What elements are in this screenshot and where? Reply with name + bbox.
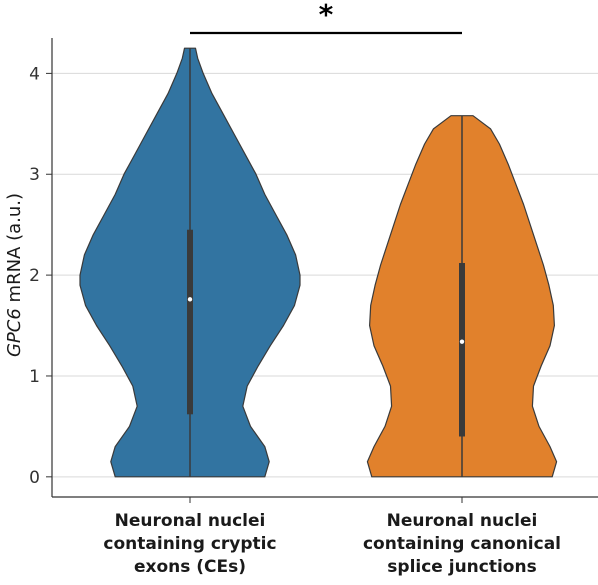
y-tick-label: 4 [29,64,40,84]
iqr-box [187,229,193,415]
median-point [459,339,465,344]
iqr-box [459,263,465,437]
violins [79,47,558,478]
axes [51,38,598,498]
significance-star: * [319,0,334,31]
x-category-label-line: splice junctions [387,557,536,577]
y-tick-label: 0 [29,468,40,488]
x-category-label-line: containing cryptic [103,534,276,554]
x-category-label-line: Neuronal nuclei [387,511,538,531]
x-category-labels: Neuronal nuclei containing cryptic exons (… [103,497,561,577]
y-tick-label: 3 [29,165,40,185]
x-category-label-line: exons (CEs) [134,557,246,577]
significance-annotation: * [190,0,462,35]
y-ticks: 0 1 2 3 4 [29,64,52,488]
x-category-label-line: Neuronal nuclei [115,511,266,531]
y-axis-label: GPC6 mRNA (a.u.) [4,193,25,357]
y-tick-label: 1 [29,367,40,387]
x-category-label-line: containing canonical [363,534,561,554]
y-tick-label: 2 [29,266,40,286]
median-point [187,297,193,302]
